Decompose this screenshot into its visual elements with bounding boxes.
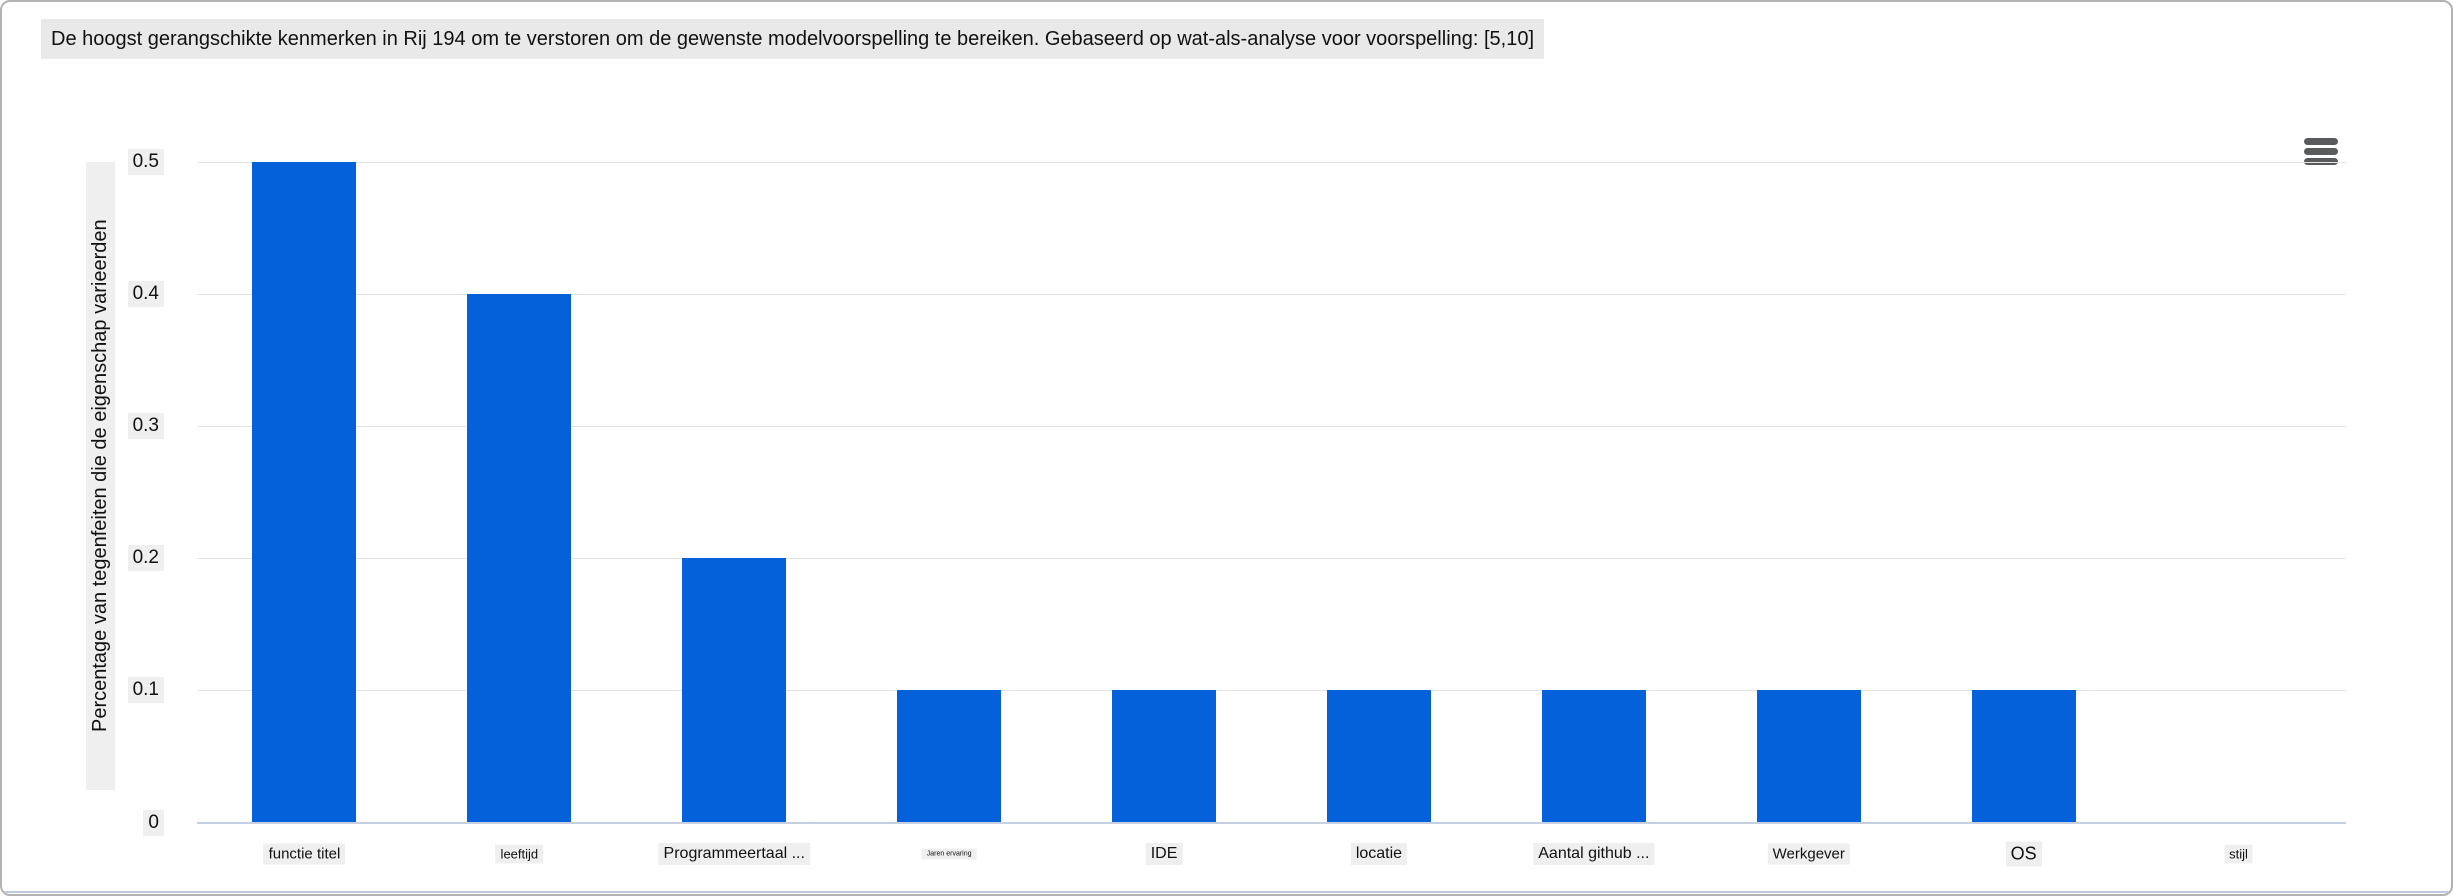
y-gridline — [197, 293, 2346, 295]
bar-werkgever — [1756, 690, 1861, 823]
bottom-divider — [4, 891, 2449, 893]
x-tick-label: Programmeertaal ... — [658, 843, 810, 865]
y-tick-label: 0.4 — [127, 280, 164, 307]
y-axis-title: Percentage van tegenfeiten die de eigens… — [86, 162, 115, 790]
bar-jaren-ervaring — [897, 690, 1002, 823]
bar-aantal-github- — [1541, 690, 1646, 823]
y-tick-label: 0 — [143, 809, 164, 836]
bar-ide — [1112, 690, 1217, 823]
chart-menu-button[interactable] — [2301, 135, 2341, 168]
y-gridline — [197, 690, 2346, 692]
chart-title: De hoogst gerangschikte kenmerken in Rij… — [41, 19, 1545, 59]
y-gridline — [197, 558, 2346, 560]
x-tick-label: IDE — [1145, 843, 1183, 865]
x-tick-label: Jaren ervaring — [921, 848, 977, 860]
x-tick-label: stijl — [2224, 844, 2253, 864]
bar-functie-titel — [252, 161, 357, 823]
bar-leeftijd — [467, 293, 572, 823]
y-tick-label: 0.2 — [127, 545, 164, 572]
x-tick-label: leeftijd — [495, 844, 544, 864]
x-tick-label: functie titel — [263, 843, 346, 865]
x-axis-line — [197, 821, 2346, 824]
x-tick-label: Aantal github ... — [1533, 843, 1655, 865]
x-tick-label: Werkgever — [1767, 843, 1850, 865]
bar-locatie — [1326, 690, 1431, 823]
y-gridline — [197, 161, 2346, 163]
y-tick-label: 0.5 — [127, 148, 164, 175]
y-tick-label: 0.1 — [127, 677, 164, 704]
bar-programmeertaal- — [682, 558, 787, 823]
bar-os — [1971, 690, 2076, 823]
y-gridline — [197, 425, 2346, 427]
x-tick-label: OS — [2005, 841, 2042, 867]
x-tick-label: locatie — [1350, 843, 1408, 865]
y-tick-label: 0.3 — [127, 412, 164, 439]
